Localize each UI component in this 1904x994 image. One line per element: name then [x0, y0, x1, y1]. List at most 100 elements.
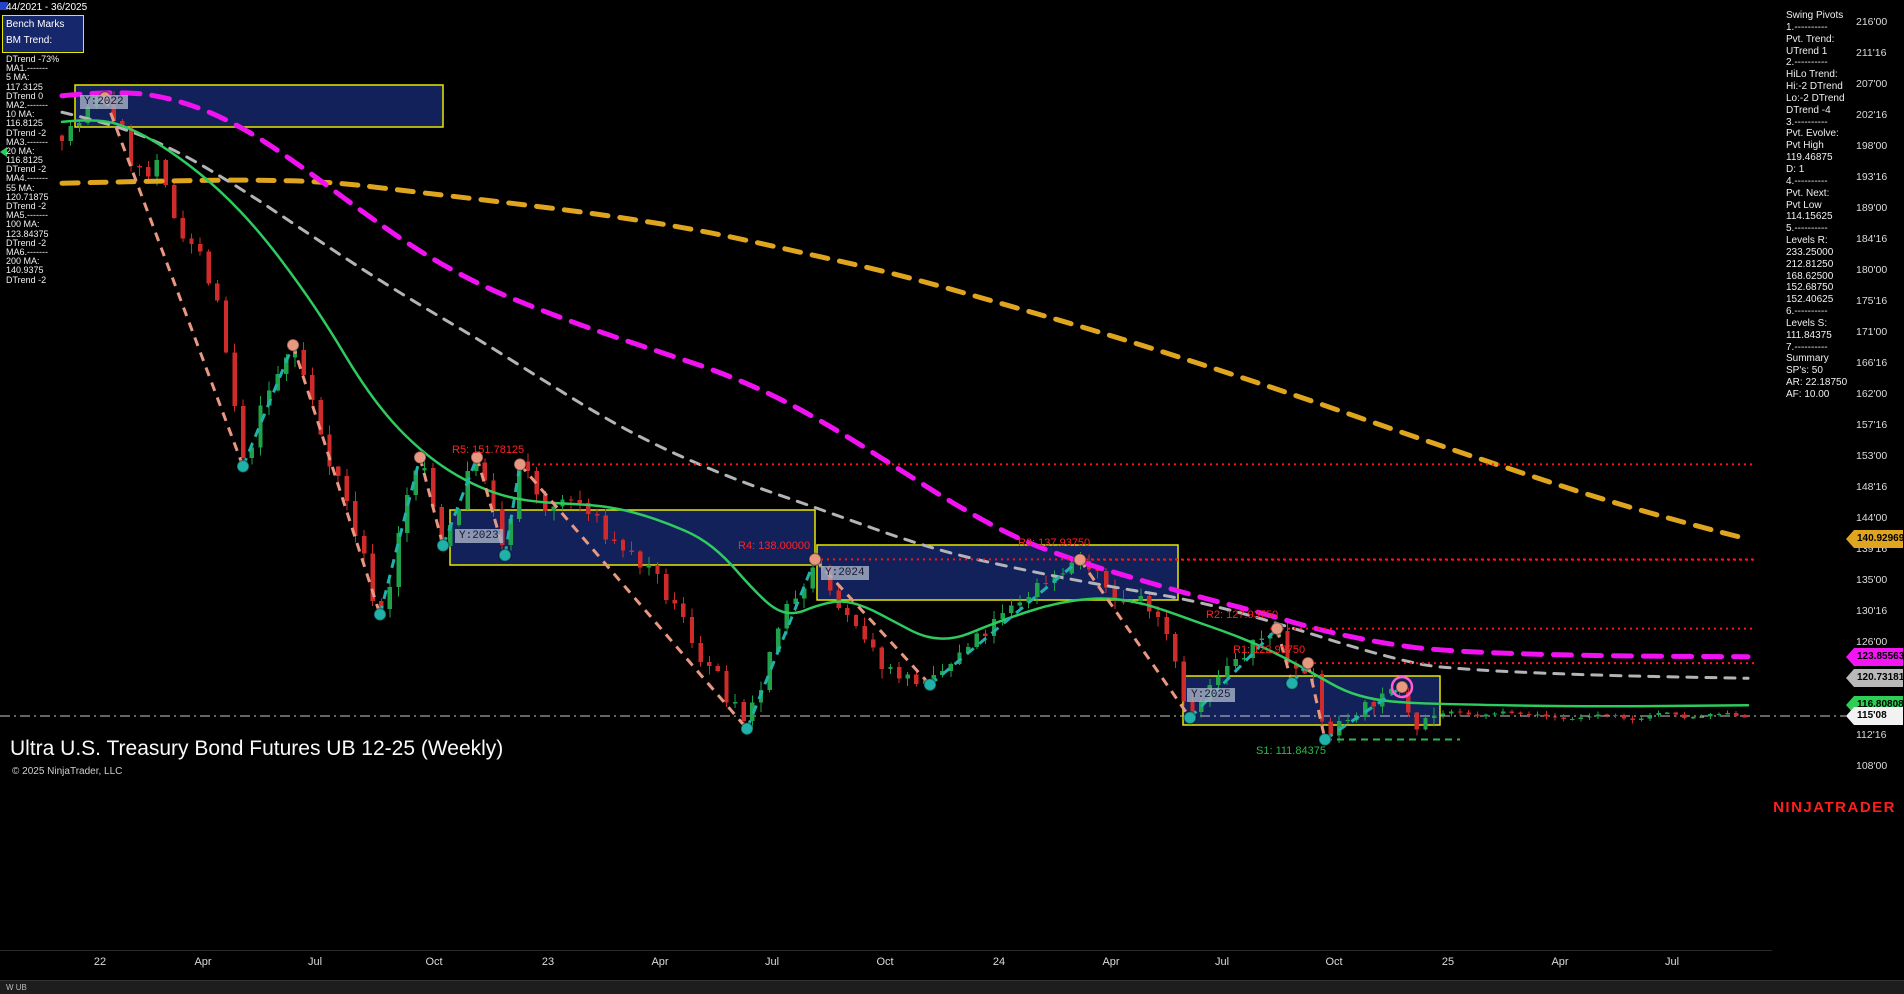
resistance-level-label: R2: 127.93750 [1206, 609, 1279, 621]
status-bar: W UB [0, 980, 1904, 994]
swing-pivots-panel-line: 233.25000 [1786, 246, 1834, 258]
swing-pivots-panel-line: 212.81250 [1786, 258, 1834, 270]
benchmarks-panel-line: MA3.------- [6, 136, 48, 147]
swing-low-dot [373, 607, 387, 622]
swing-pivots-panel-line: 152.40625 [1786, 294, 1834, 306]
swing-pivots-panel-line: Levels R: [1786, 235, 1828, 247]
benchmarks-panel-line: MA1.------- [6, 63, 48, 74]
year-range-boxes [74, 84, 1441, 726]
benchmarks-legend-box[interactable]: Bench Marks BM Trend: [2, 15, 84, 53]
price-axis-label: 148'16 [1856, 481, 1888, 493]
swing-pivots-panel-line: Lo:-2 DTrend [1786, 92, 1845, 104]
resistance-level-label: R5: 151.78125 [452, 444, 525, 456]
date-axis-label: Apr [194, 956, 212, 968]
date-axis-label: Oct [1325, 956, 1343, 968]
swing-pivots-panel: Swing Pivots 1.---------- Pvt. Trend: UTren… [1786, 10, 1847, 401]
year-range-label[interactable]: Y:2022 [80, 95, 128, 109]
benchmarks-panel-line: 5 MA: [6, 72, 30, 83]
swing-pivots-panel-line: D: 1 [1786, 163, 1805, 175]
candlesticks [59, 90, 1748, 743]
benchmarks-panel-line: 120.71875 [6, 191, 49, 202]
date-axis-label: Jul [764, 956, 780, 968]
benchmarks-box-line: Bench Marks [6, 19, 65, 30]
swing-high-dot [1270, 621, 1284, 636]
swing-low-dot [923, 677, 937, 692]
date-axis-label: 25 [1441, 956, 1455, 968]
swing-pivots-panel-line: Pvt. Next: [1786, 187, 1830, 199]
copyright-notice: © 2025 NinjaTrader, LLC [12, 766, 123, 777]
swing-high-dot [1395, 680, 1409, 694]
swing-low-dot [1285, 676, 1299, 691]
swing-high-dot [513, 457, 527, 472]
swing-pivots-panel-line: AR: 22.18750 [1786, 377, 1848, 389]
ma100-price-marker: 123.85563 [1846, 648, 1903, 666]
benchmarks-panel-line: 116.8125 [6, 155, 43, 166]
date-axis-label: Apr [1551, 956, 1569, 968]
benchmarks-panel-line: MA6.------- [6, 246, 48, 257]
chart-title: Ultra U.S. Treasury Bond Futures UB 12-2… [10, 737, 504, 760]
price-axis-label: 166'16 [1856, 357, 1888, 369]
price-axis-label: 108'00 [1856, 760, 1888, 772]
resistance-level-label: R3: 137.93750 [1018, 537, 1091, 549]
swing-low-dot [236, 459, 250, 474]
benchmarks-box-line: BM Trend: [6, 35, 53, 46]
swing-pivots-panel-line: 111.84375 [1786, 329, 1832, 341]
swing-pivots-panel-line: Pvt. Trend: [1786, 33, 1835, 45]
last-price-marker: 115'08 [1846, 707, 1903, 725]
swing-pivots-panel-line: 1.---------- [1786, 21, 1828, 33]
swing-pivots-panel-line: 114.15625 [1786, 211, 1833, 223]
benchmarks-panel-line: 123.84375 [6, 228, 49, 239]
swing-pivots-panel-line: HiLo Trend: [1786, 69, 1838, 81]
price-axis-label: 189'00 [1856, 202, 1888, 214]
price-axis-label: 202'16 [1856, 109, 1888, 121]
swing-pivots-panel-line: Pvt High [1786, 140, 1824, 152]
benchmarks-panel-line: DTrend 0 [6, 90, 44, 101]
swing-pivots-panel-line: 2.---------- [1786, 57, 1828, 69]
price-axis-label: 135'00 [1856, 574, 1888, 586]
price-axis-label: 180'00 [1856, 264, 1888, 276]
price-axis-label: 130'16 [1856, 605, 1888, 617]
swing-pivots-panel-line: Pvt Low [1786, 199, 1822, 211]
swing-pivots-panel-line: 4.---------- [1786, 175, 1828, 187]
price-axis-label: 211'16 [1856, 47, 1887, 59]
price-axis-label: 144'00 [1856, 512, 1888, 524]
swing-pivots-panel-line: Swing Pivots [1786, 10, 1844, 21]
price-axis-label: 207'00 [1856, 78, 1888, 90]
benchmarks-panel-line: MA4.------- [6, 173, 48, 184]
year-range-label[interactable]: Y:2024 [821, 566, 869, 580]
swing-high-dot [1073, 553, 1087, 567]
evolving-pivot-ring [1390, 675, 1414, 699]
date-axis-label: Jul [1214, 956, 1230, 968]
price-axis-label: 184'16 [1856, 233, 1888, 245]
swing-low-dot [498, 548, 512, 562]
price-axis-label: 198'00 [1856, 140, 1888, 152]
benchmarks-panel-line: DTrend -2 [6, 237, 47, 248]
date-axis-label: Jul [307, 956, 323, 968]
year-range-label[interactable]: Y:2023 [455, 529, 503, 543]
swing-high-dot [808, 552, 822, 567]
corner-marker [0, 2, 8, 10]
instrument-status-label: W UB [6, 983, 27, 992]
swing-pivots-panel-line: 152.68750 [1786, 282, 1834, 294]
price-axis-label: 216'00 [1856, 16, 1888, 28]
ninjatrader-watermark: NINJATRADER [1773, 799, 1896, 816]
swing-high-dot [286, 338, 300, 352]
benchmarks-panel-line: MA5.------- [6, 210, 48, 221]
price-axis-label: 157'16 [1856, 419, 1888, 431]
date-axis-label: 24 [992, 956, 1006, 968]
ma55-price-marker: 120.73181 [1846, 669, 1903, 687]
swing-pivots-panel-line: 5.---------- [1786, 223, 1828, 235]
swing-pivots-panel-line: 3.---------- [1786, 116, 1828, 128]
benchmarks-panel-line: 10 MA: [6, 109, 35, 120]
swing-low-dot [1183, 711, 1197, 725]
benchmarks-panel-line: DTrend -2 [6, 127, 47, 138]
price-axis-label: 126'00 [1856, 636, 1888, 648]
price-axis-label: 171'00 [1856, 326, 1888, 338]
ma-line-ma-20 [60, 119, 1750, 708]
year-range-label[interactable]: Y:2025 [1187, 688, 1235, 702]
swing-high-dot [470, 450, 484, 465]
date-axis-line [0, 950, 1772, 951]
price-axis-label: 162'00 [1856, 388, 1888, 400]
